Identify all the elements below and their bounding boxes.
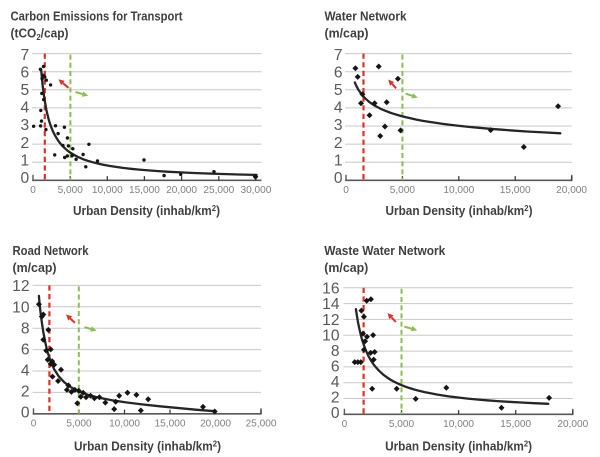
svg-text:0: 0	[30, 185, 36, 196]
svg-text:7: 7	[334, 47, 343, 64]
svg-text:Carbon Emissions for Transport: Carbon Emissions for Transport	[11, 9, 184, 24]
svg-text:6: 6	[334, 64, 343, 81]
svg-text:20,000: 20,000	[166, 185, 197, 196]
svg-text:15,000: 15,000	[129, 185, 160, 196]
svg-text:5,000: 5,000	[390, 185, 416, 196]
svg-text:16: 16	[322, 281, 339, 298]
svg-text:25,000: 25,000	[246, 419, 277, 430]
svg-text:5,000: 5,000	[66, 419, 92, 430]
svg-text:25,000: 25,000	[203, 185, 234, 196]
svg-text:2: 2	[21, 135, 30, 152]
svg-text:12: 12	[322, 312, 339, 329]
svg-text:1: 1	[21, 152, 30, 169]
svg-text:5: 5	[334, 82, 343, 99]
svg-text:8: 8	[331, 343, 340, 360]
svg-text:12: 12	[12, 278, 29, 295]
svg-text:5,000: 5,000	[58, 185, 84, 196]
svg-text:2: 2	[331, 390, 340, 407]
svg-text:30,000: 30,000	[240, 185, 271, 196]
svg-text:20,000: 20,000	[200, 419, 231, 430]
svg-text:(m/cap): (m/cap)	[325, 26, 369, 41]
svg-text:10,000: 10,000	[92, 185, 123, 196]
svg-text:6: 6	[21, 64, 30, 81]
svg-text:(m/cap): (m/cap)	[13, 260, 57, 275]
svg-text:Waste Water Network: Waste Water Network	[324, 243, 446, 258]
svg-text:15,000: 15,000	[155, 419, 186, 430]
svg-text:10,000: 10,000	[109, 419, 140, 430]
svg-text:5,000: 5,000	[389, 419, 415, 430]
svg-text:2: 2	[334, 135, 343, 152]
svg-text:8: 8	[21, 320, 30, 337]
svg-text:3: 3	[334, 117, 343, 134]
svg-text:Water Network: Water Network	[325, 9, 408, 24]
svg-text:10: 10	[322, 327, 340, 344]
svg-text:14: 14	[322, 296, 340, 313]
svg-text:4: 4	[21, 100, 30, 117]
svg-text:5: 5	[21, 82, 30, 99]
svg-text:(m/cap): (m/cap)	[324, 260, 368, 275]
svg-text:15,000: 15,000	[500, 419, 531, 430]
svg-text:0: 0	[334, 170, 343, 187]
svg-text:20,000: 20,000	[557, 419, 588, 430]
svg-text:0: 0	[343, 185, 349, 196]
svg-text:4: 4	[334, 100, 343, 117]
svg-text:Urban Density (inhab/km2): Urban Density (inhab/km2)	[73, 203, 220, 218]
svg-text:Urban Density (inhab/km2): Urban Density (inhab/km2)	[385, 439, 532, 454]
svg-text:1: 1	[334, 152, 343, 169]
svg-text:10: 10	[12, 299, 30, 316]
svg-text:0: 0	[21, 170, 30, 187]
svg-text:4: 4	[331, 374, 340, 391]
svg-text:Urban Density (inhab/km2): Urban Density (inhab/km2)	[386, 203, 533, 218]
svg-text:2: 2	[21, 384, 30, 401]
svg-text:Road Network: Road Network	[13, 243, 90, 258]
svg-text:6: 6	[21, 341, 30, 358]
svg-text:15,000: 15,000	[500, 185, 531, 196]
svg-text:0: 0	[331, 405, 340, 422]
svg-text:Urban Density (inhab/km2): Urban Density (inhab/km2)	[74, 439, 221, 454]
svg-text:7: 7	[21, 47, 30, 64]
svg-text:(tCO2/cap): (tCO2/cap)	[11, 26, 69, 43]
svg-text:0: 0	[342, 419, 348, 430]
svg-text:0: 0	[21, 405, 30, 422]
svg-text:20,000: 20,000	[556, 185, 587, 196]
svg-text:4: 4	[21, 363, 30, 380]
svg-text:0: 0	[31, 419, 37, 430]
svg-text:10,000: 10,000	[443, 185, 474, 196]
svg-text:6: 6	[331, 359, 340, 376]
svg-text:10,000: 10,000	[443, 419, 474, 430]
svg-text:3: 3	[21, 117, 30, 134]
